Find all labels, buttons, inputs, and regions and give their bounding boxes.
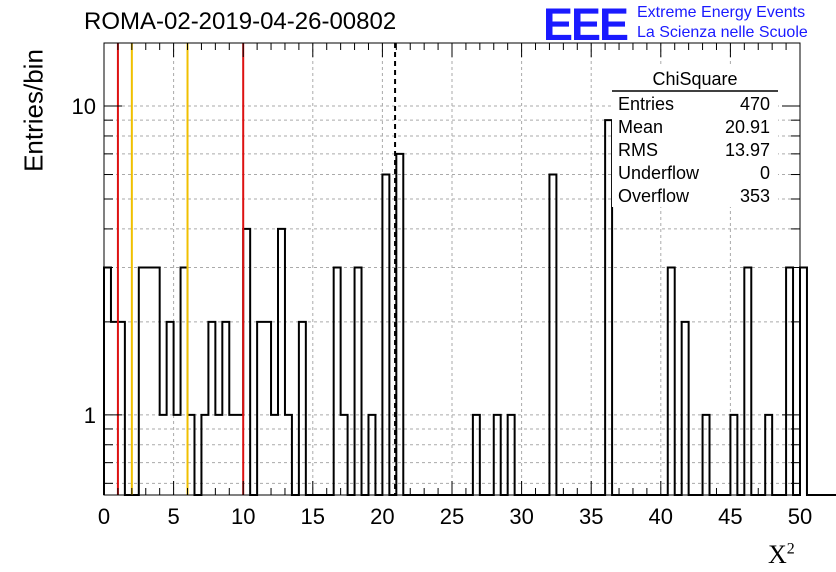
x-tick-label: 0 bbox=[98, 504, 110, 529]
stats-value: 0 bbox=[760, 163, 770, 183]
stats-value: 470 bbox=[740, 94, 770, 114]
x-axis-label-base: X bbox=[768, 540, 787, 569]
x-tick-label: 40 bbox=[649, 504, 673, 529]
x-tick-label: 50 bbox=[788, 504, 812, 529]
stats-label: Entries bbox=[618, 94, 674, 114]
stats-label: RMS bbox=[618, 140, 658, 160]
x-tick-label: 35 bbox=[579, 504, 603, 529]
stats-value: 353 bbox=[740, 186, 770, 206]
x-tick-label: 5 bbox=[167, 504, 179, 529]
stats-label: Overflow bbox=[618, 186, 690, 206]
x-tick-label: 25 bbox=[440, 504, 464, 529]
stats-value: 20.91 bbox=[725, 117, 770, 137]
stats-label: Mean bbox=[618, 117, 663, 137]
x-tick-label: 15 bbox=[301, 504, 325, 529]
x-tick-label: 45 bbox=[718, 504, 742, 529]
eee-logo: EEE bbox=[543, 0, 629, 50]
x-tick-label: 10 bbox=[231, 504, 255, 529]
x-axis-label: X2 bbox=[768, 540, 795, 570]
chart-title: ROMA-02-2019-04-26-00802 bbox=[84, 8, 397, 35]
x-axis-label-sup: 2 bbox=[786, 540, 795, 558]
stats-label: Underflow bbox=[618, 163, 700, 183]
x-tick-label: 30 bbox=[509, 504, 533, 529]
stats-value: 13.97 bbox=[725, 140, 770, 160]
y-tick-label: 1 bbox=[84, 403, 96, 428]
logo-subtitle-2: La Scienza nelle Scuole bbox=[637, 24, 808, 41]
x-tick-label: 20 bbox=[370, 504, 394, 529]
logo-subtitle-1: Extreme Energy Events bbox=[637, 4, 806, 21]
y-tick-label: 10 bbox=[72, 94, 96, 119]
stats-title: ChiSquare bbox=[652, 69, 737, 89]
